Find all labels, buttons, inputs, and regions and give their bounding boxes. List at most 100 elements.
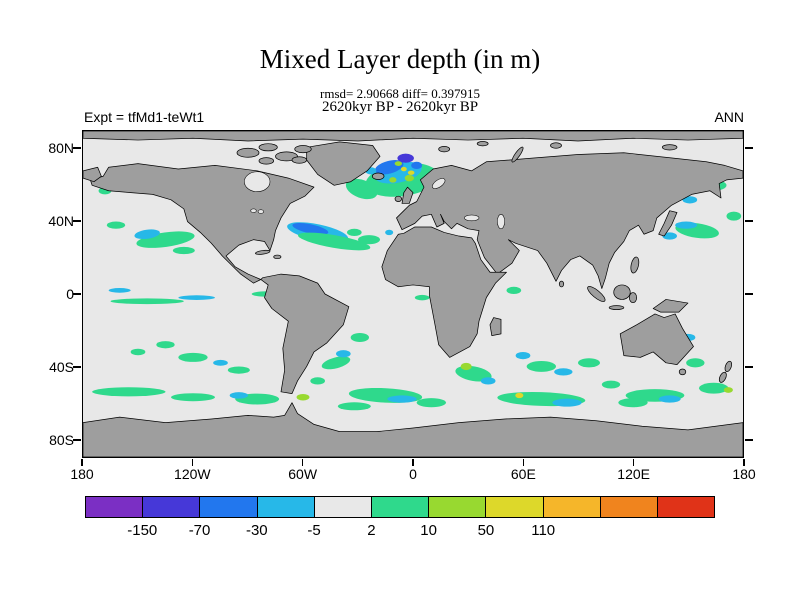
colorbar-tick-label: 50 [477, 522, 495, 539]
island-japan [658, 210, 678, 237]
arctic-archipelago [258, 143, 278, 152]
anomaly-patch [298, 232, 371, 251]
colorbar-segment-9 [600, 497, 658, 517]
anomaly-patch [134, 229, 160, 240]
lat-tick-label: 80S [49, 431, 74, 448]
anomaly-patch [552, 398, 582, 407]
lon-axis-tick [632, 459, 635, 466]
lat-axis-tick [745, 366, 753, 368]
lat-axis-tick [73, 147, 81, 149]
island-java [608, 305, 625, 310]
lat-axis-tick [745, 220, 753, 222]
lat-axis-tick [745, 439, 753, 441]
island-ireland [394, 195, 402, 202]
lat-axis-tick [73, 293, 81, 295]
island-svalbard [438, 146, 451, 153]
lat-axis-tick [73, 439, 81, 441]
anomaly-patch [400, 166, 407, 172]
arctic-archipelago [294, 145, 312, 154]
island-great-britain [401, 186, 414, 204]
island-sumatra [587, 286, 606, 302]
anomaly-patch [321, 356, 351, 370]
continent-eurasia [396, 152, 743, 289]
anomaly-patch [699, 382, 729, 394]
anomaly-patch [156, 341, 175, 349]
anomaly-patch [726, 211, 742, 221]
anomaly-patch [213, 359, 228, 366]
anomaly-patch [296, 393, 310, 401]
lon-axis-tick [301, 459, 304, 466]
arctic-archipelago [275, 151, 298, 162]
colorbar [85, 496, 715, 518]
anomaly-patch [337, 402, 371, 411]
continent-greenland [306, 141, 381, 186]
colorbar-tick-label: -30 [245, 522, 268, 539]
island-sri-lanka [558, 280, 565, 288]
map-frame [82, 130, 744, 458]
colorbar-tick-label: -150 [127, 522, 158, 539]
colorbar-tick-label: 110 [531, 522, 556, 539]
anomaly-patch [385, 229, 394, 236]
colorbar-tick-label: -5 [307, 522, 321, 539]
island-severnaya-zemlya [550, 142, 562, 149]
experiment-label: Expt = tfMd1-teWt1 [84, 109, 205, 125]
colorbar-segment-6 [429, 497, 487, 517]
stats-line: rmsd= 2.90668 diff= 0.397915 [320, 86, 480, 101]
caspian-sea [497, 214, 505, 230]
lat-tick-label: 80N [48, 140, 74, 157]
anomaly-patch [416, 398, 446, 408]
arctic-archipelago [258, 157, 275, 165]
arctic-archipelago [291, 156, 308, 164]
continent-north-america [89, 163, 315, 284]
island-new-siberian [661, 144, 678, 151]
anomaly-patches [92, 153, 742, 411]
lat-axis-tick [745, 147, 753, 149]
anomaly-patch [310, 377, 325, 385]
lat-axis-tick [745, 293, 753, 295]
lon-tick-label: 180 [732, 466, 756, 482]
island-sulawesi [628, 292, 638, 304]
great-lakes [250, 208, 257, 213]
anomaly-patch [350, 332, 369, 342]
colorbar-tick-label: 2 [367, 522, 376, 539]
island-new-zealand-south [718, 371, 727, 383]
island-novaya-zemlya [511, 146, 524, 163]
baltic-sea [432, 178, 446, 189]
anomaly-patch [414, 294, 430, 301]
lon-tick-label: 0 [409, 466, 417, 482]
anomaly-patch [389, 177, 397, 183]
arctic-archipelago [236, 147, 260, 158]
anomaly-patch [171, 393, 215, 402]
anomaly-patch [347, 228, 362, 237]
anomaly-patch [397, 153, 414, 163]
anomaly-patch [227, 366, 250, 374]
chukotka-wrap [83, 166, 102, 183]
anomaly-patch [130, 348, 146, 356]
lon-axis-tick [81, 459, 83, 466]
arctic-ice-band [83, 131, 743, 142]
colorbar-segment-1 [143, 497, 201, 517]
lon-axis-tick [412, 459, 414, 466]
anomaly-patch [394, 161, 402, 166]
inland-seas [244, 171, 505, 230]
anomaly-patch [229, 392, 248, 399]
anomaly-patch [106, 221, 126, 229]
lon-axis-tick [522, 459, 525, 466]
colorbar-segment-5 [371, 497, 430, 517]
anomaly-patch [526, 361, 556, 372]
lon-tick-label: 180 [70, 466, 94, 482]
anomaly-patch [578, 358, 600, 368]
anomaly-patch [506, 286, 522, 294]
colorbar-segment-8 [543, 497, 601, 517]
anomaly-patch [601, 380, 621, 389]
colorbar-segment-4 [314, 497, 372, 517]
colorbar-segment-10 [657, 497, 715, 517]
period-line: 2620kyr BP - 2620kyr BP [321, 99, 479, 115]
anomaly-patch [92, 387, 166, 397]
continent-australia [619, 313, 694, 365]
anomaly-patch [404, 174, 414, 182]
colorbar-segment-2 [200, 497, 258, 517]
island-borneo [613, 284, 631, 300]
lon-tick-label: 60W [288, 466, 318, 482]
